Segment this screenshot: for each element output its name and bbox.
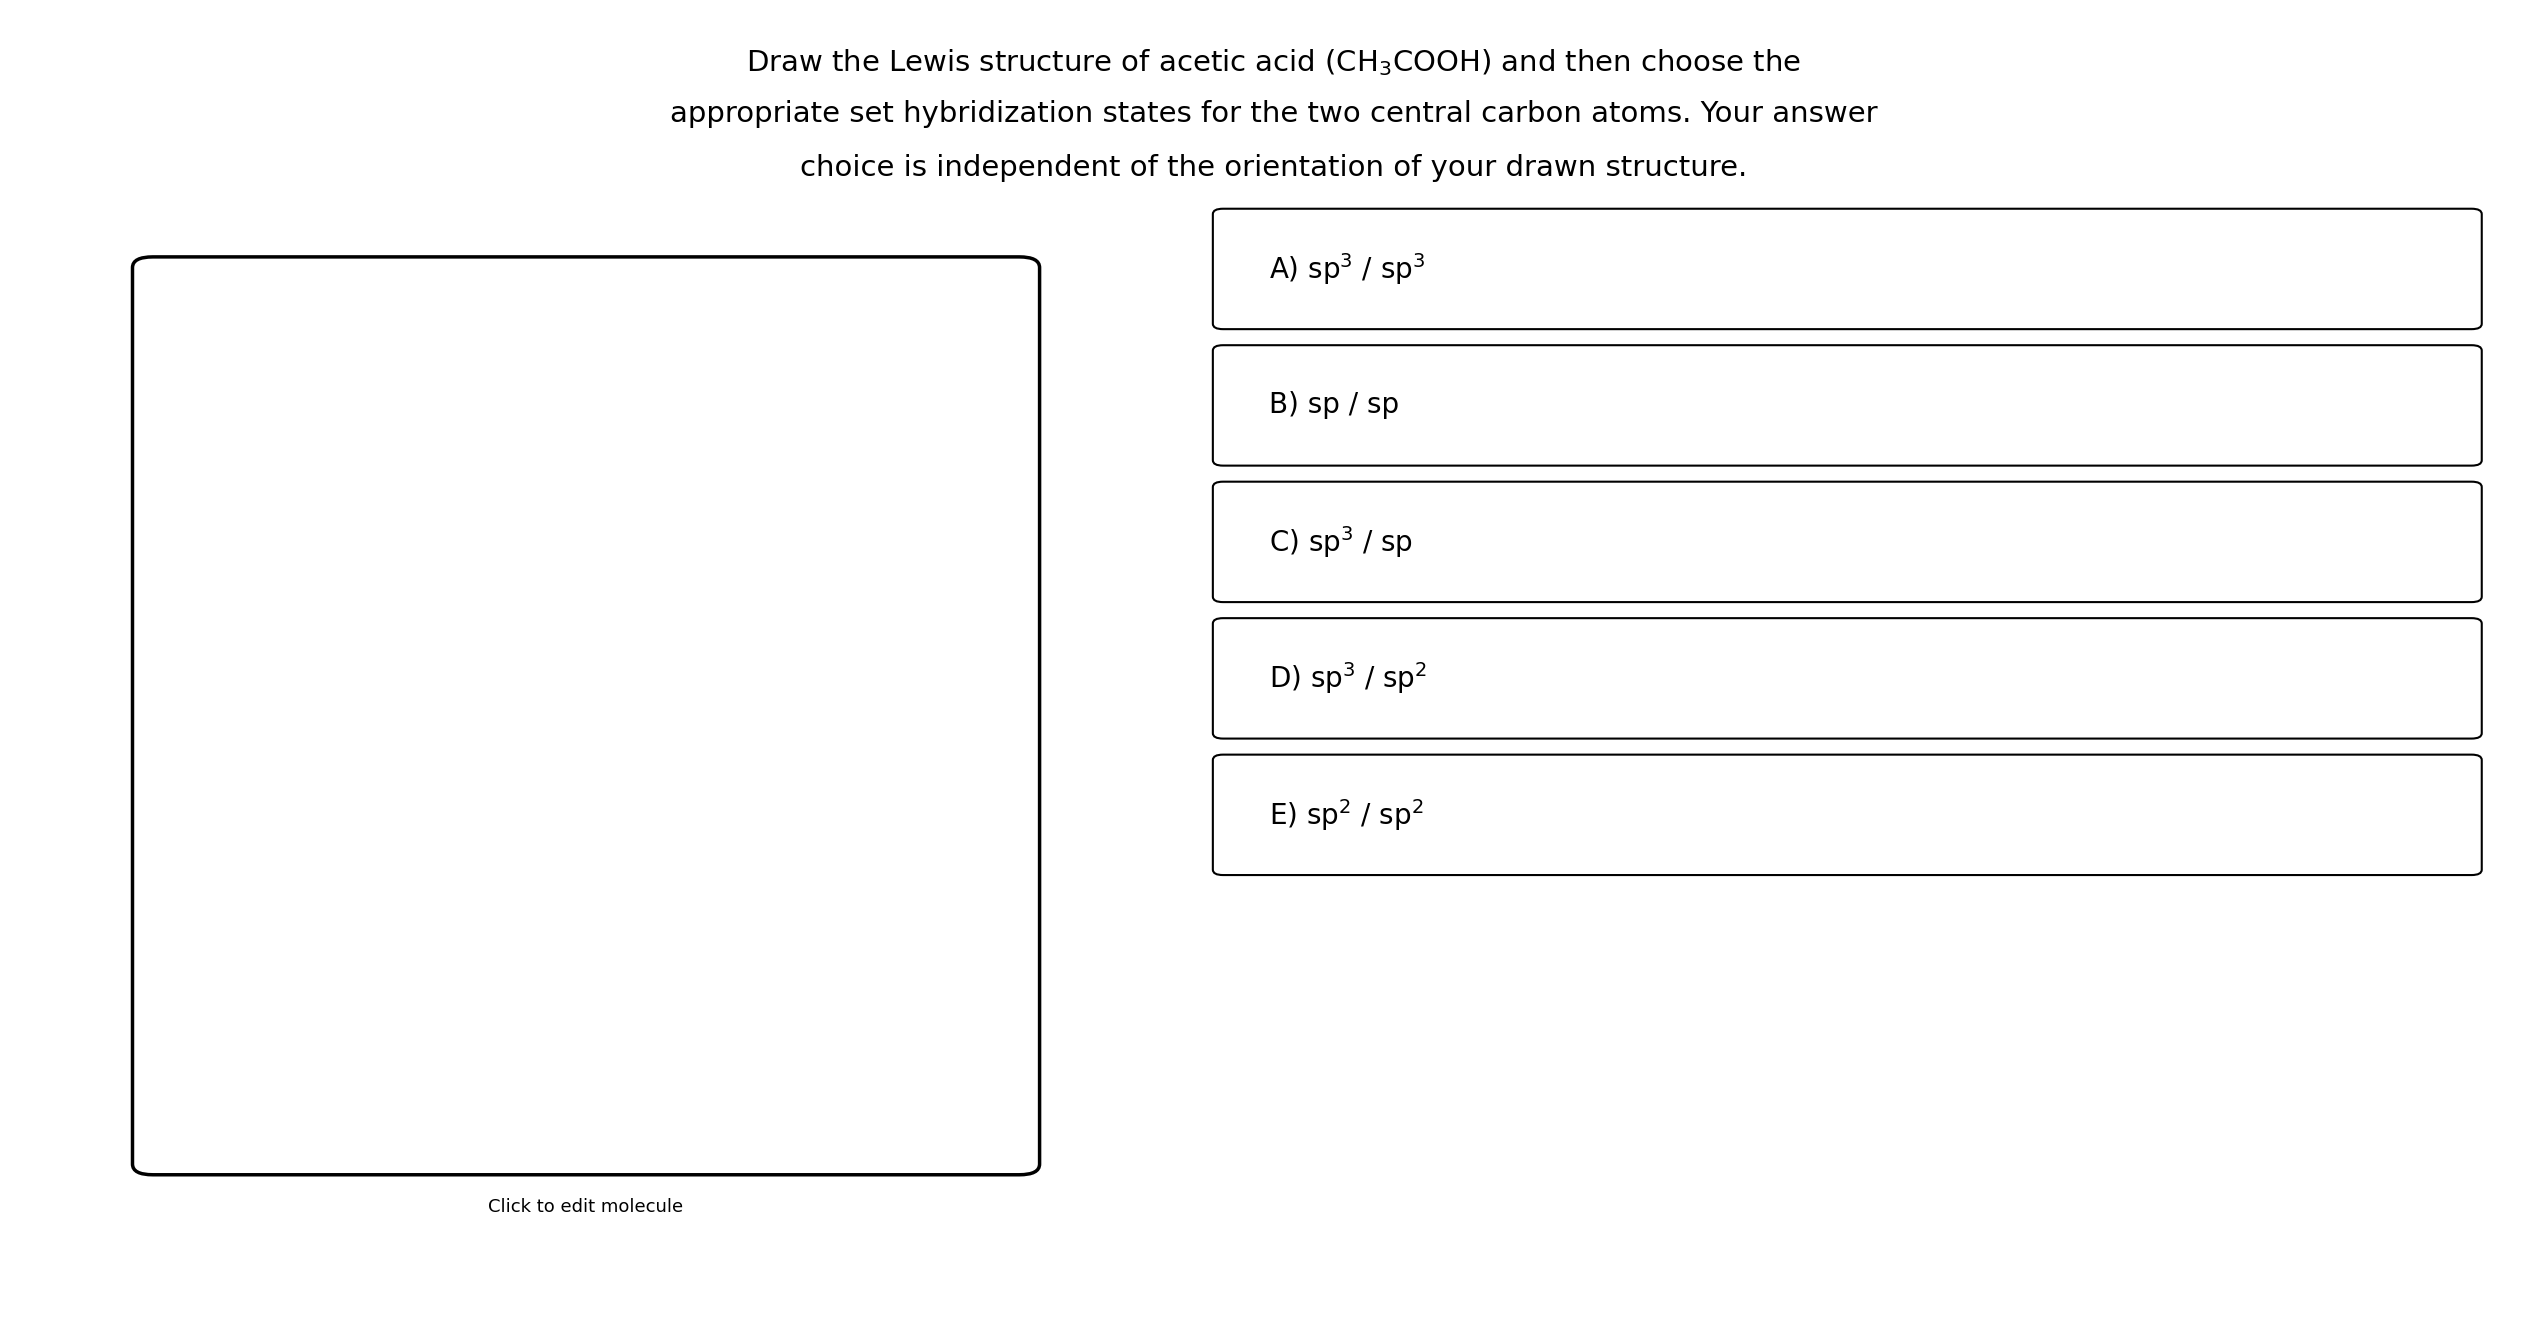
Text: H: H [285,799,324,844]
Text: H: H [446,899,484,945]
Point [780,812,820,834]
Text: C: C [650,624,683,668]
Point [848,784,889,805]
Text: Click to edit molecule: Click to edit molecule [489,1198,683,1215]
Point [780,784,820,805]
Text: D) sp$^3$ / sp$^2$: D) sp$^3$ / sp$^2$ [1269,661,1427,696]
Text: appropriate set hybridization states for the two central carbon atoms. Your answ: appropriate set hybridization states for… [670,100,1878,128]
Text: H: H [285,581,324,626]
Text: B) sp / sp: B) sp / sp [1269,392,1399,419]
Text: Draw the Lewis structure of acetic acid (CH$_3$COOH) and then choose the: Draw the Lewis structure of acetic acid … [747,47,1801,78]
Text: choice is independent of the orientation of your drawn structure.: choice is independent of the orientation… [800,154,1748,182]
Text: C: C [448,690,482,735]
Text: :: : [586,411,601,454]
Text: A) sp$^3$ / sp$^3$: A) sp$^3$ / sp$^3$ [1269,252,1424,286]
Text: :: : [731,411,747,454]
Point [848,812,889,834]
Text: H: H [927,624,968,668]
Text: C) sp$^3$ / sp: C) sp$^3$ / sp [1269,524,1414,559]
Text: O: O [647,413,685,459]
Text: E) sp$^2$ / sp$^2$: E) sp$^2$ / sp$^2$ [1269,797,1424,832]
Text: O: O [823,732,864,777]
